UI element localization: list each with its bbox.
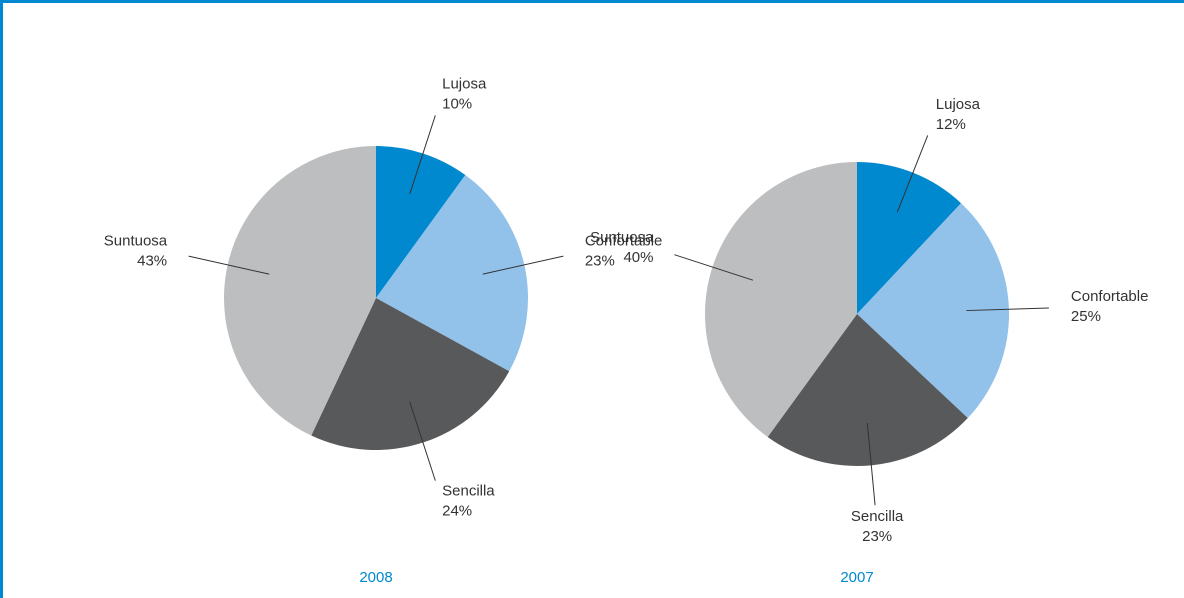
leader-line [409, 401, 436, 481]
leader-line [409, 115, 436, 195]
leader-line [482, 255, 564, 275]
slice-value: 23% [585, 252, 615, 269]
slice-value: 40% [623, 249, 653, 266]
slice-label: Sencilla [442, 482, 495, 499]
pie-slice [705, 162, 857, 437]
pie-title: 2007 [840, 569, 873, 586]
pie-slice [857, 162, 962, 314]
slice-value: 43% [137, 252, 167, 269]
slice-label: Suntuosa [590, 229, 654, 246]
slice-label: Sencilla [851, 508, 904, 525]
slice-value: 25% [1071, 308, 1101, 325]
leader-line [188, 255, 270, 275]
slice-value: 24% [442, 502, 472, 519]
pie-slice [376, 146, 466, 298]
leader-line [866, 422, 876, 506]
leader-line [896, 135, 929, 213]
slice-value: 23% [862, 528, 892, 545]
slice-value: 12% [936, 116, 966, 133]
pie-slice [223, 146, 376, 436]
pie-slice [767, 314, 968, 466]
slice-label: Suntuosa [104, 232, 168, 249]
slice-label: Confortable [1071, 288, 1149, 305]
pie-title: 2008 [359, 569, 392, 586]
slice-value: 10% [442, 95, 472, 112]
slice-label: Confortable [585, 232, 663, 249]
pie-slice [376, 175, 528, 372]
pie-slice [311, 298, 510, 450]
slice-label: Lujosa [936, 96, 981, 113]
leader-line [966, 307, 1049, 312]
slice-label: Lujosa [442, 75, 487, 92]
leader-line [674, 254, 754, 281]
pie-slice [857, 203, 1009, 419]
